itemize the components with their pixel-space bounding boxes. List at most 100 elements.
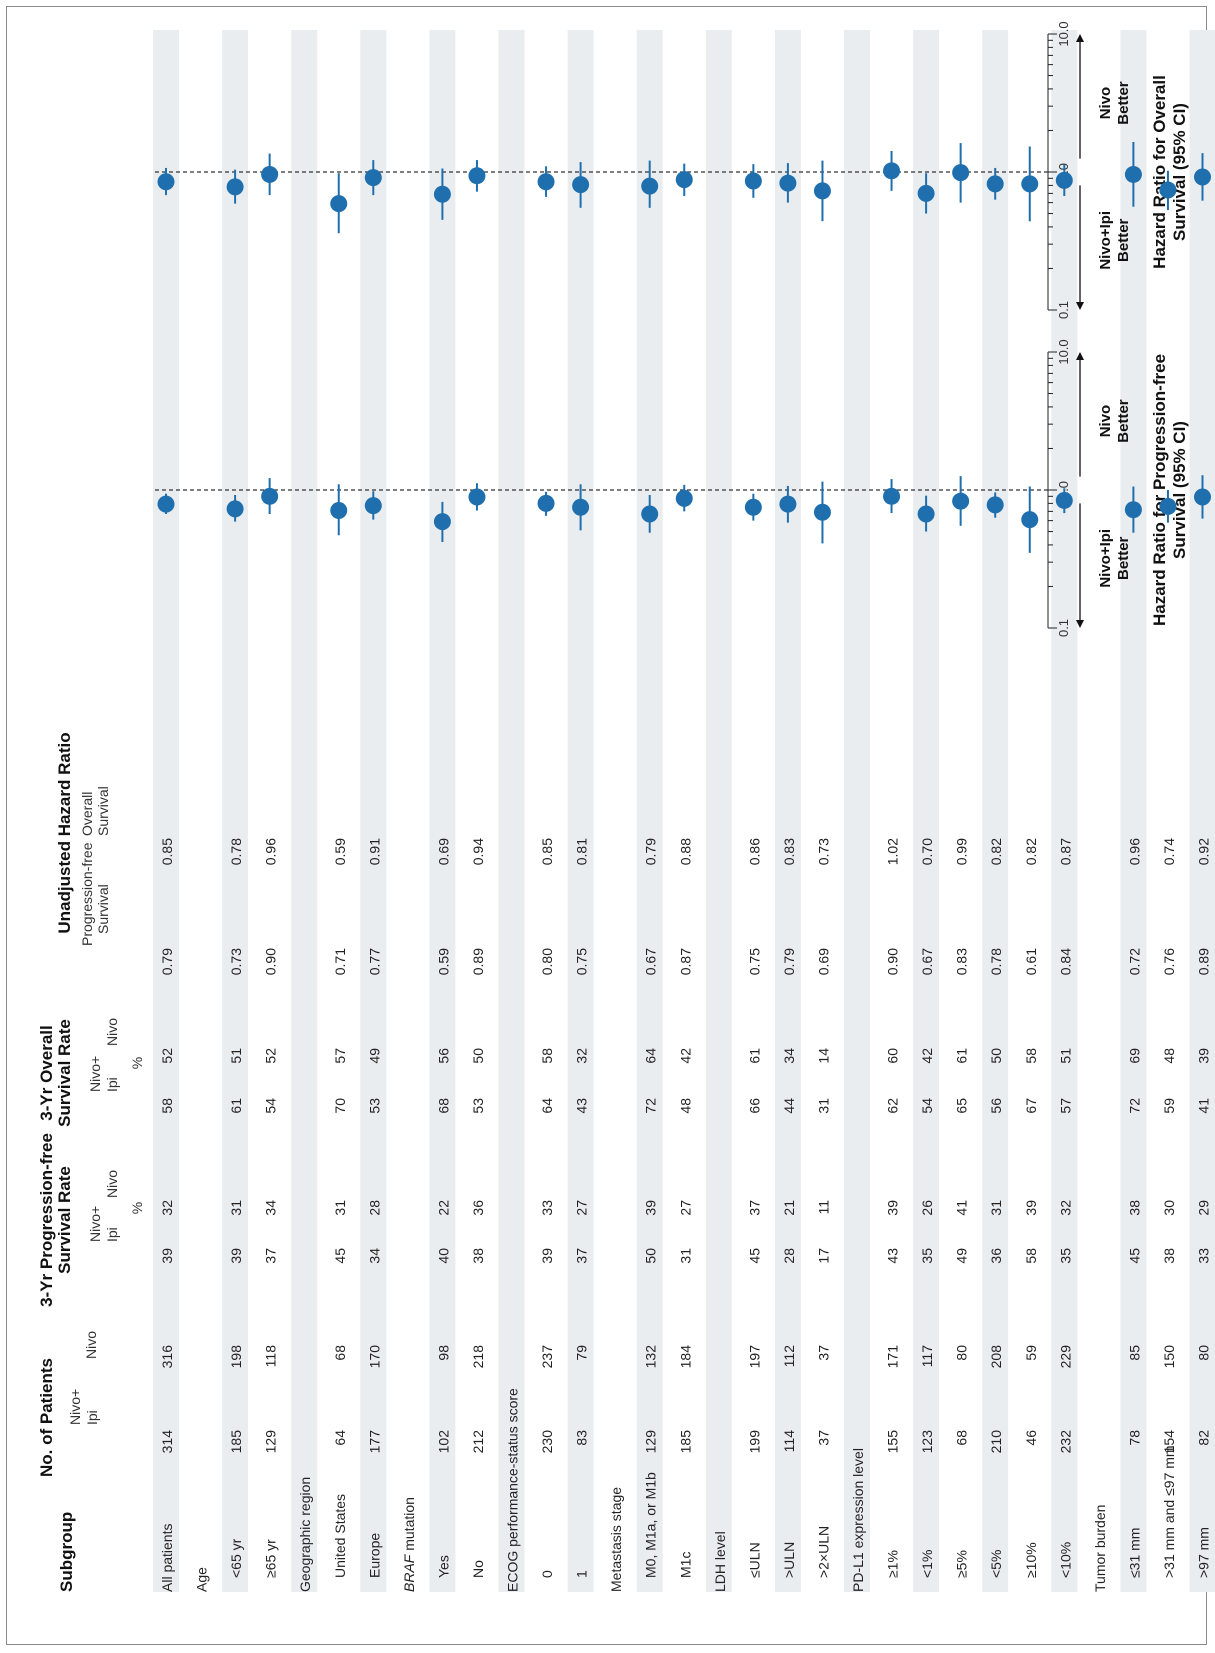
- subgroup-label: ≥10%: [1023, 1542, 1039, 1578]
- cell-hr-pfs: 0.75: [746, 948, 762, 975]
- os-tick-label: 0.1: [1056, 301, 1071, 319]
- os-hazard-point: [952, 164, 970, 182]
- cell-os-nivo-ipi: 41: [1196, 1098, 1212, 1114]
- cell-n-nivo-ipi: 37: [815, 1430, 831, 1446]
- cell-pfs-nivo: 37: [746, 1200, 762, 1216]
- cell-hr-pfs: 0.61: [1023, 948, 1039, 975]
- subgroup-label: >31 mm and ≤97 mm: [1161, 1445, 1177, 1578]
- pfs-hazard-point: [468, 488, 486, 506]
- cell-n-nivo-ipi: 82: [1196, 1430, 1212, 1446]
- cell-hr-pfs: 0.79: [781, 948, 797, 975]
- cell-n-nivo-ipi: 78: [1126, 1430, 1142, 1446]
- cell-hr-pfs: 0.83: [954, 948, 970, 975]
- cell-hr-pfs: 0.87: [677, 948, 693, 975]
- row-stripe: [844, 30, 870, 1592]
- hr-pfs-label: Survival: [95, 884, 111, 934]
- pfs-hazard-point: [1055, 491, 1073, 509]
- cell-pfs-nivo-ipi: 38: [1161, 1248, 1177, 1264]
- os-hazard-point: [468, 167, 486, 185]
- cell-n-nivo: 112: [781, 1345, 797, 1368]
- subgroup-label: ≤31 mm: [1126, 1528, 1142, 1578]
- cell-pfs-nivo: 30: [1161, 1200, 1177, 1216]
- subgroup-label: United States: [332, 1494, 348, 1578]
- cell-os-nivo-ipi: 72: [1126, 1098, 1142, 1114]
- cell-pfs-nivo: 39: [885, 1200, 901, 1216]
- cell-os-nivo: 34: [781, 1048, 797, 1064]
- cell-hr-pfs: 0.59: [435, 948, 451, 975]
- cell-pfs-nivo: 31: [988, 1200, 1004, 1216]
- cell-os-nivo: 52: [159, 1048, 175, 1064]
- os-rate-header: Survival Rate: [55, 1019, 74, 1127]
- subgroup-label: <1%: [919, 1550, 935, 1578]
- cell-os-nivo: 49: [366, 1048, 382, 1064]
- cell-os-nivo-ipi: 59: [1161, 1098, 1177, 1114]
- nivo-label: Nivo: [104, 1170, 120, 1198]
- subgroup-label: ≥65 yr: [263, 1539, 279, 1578]
- os-left-label: Better: [1115, 218, 1132, 262]
- os-hazard-point: [364, 169, 382, 187]
- os-right-label: Better: [1115, 81, 1132, 125]
- cell-os-nivo-ipi: 65: [954, 1098, 970, 1114]
- subgroup-label: M0, M1a, or M1b: [643, 1472, 659, 1578]
- cell-n-nivo-ipi: 185: [677, 1430, 693, 1454]
- cell-n-nivo-ipi: 46: [1023, 1430, 1039, 1446]
- nivo-ipi-label: Nivo+: [87, 1056, 103, 1092]
- cell-pfs-nivo-ipi: 34: [366, 1248, 382, 1264]
- os-hazard-point: [157, 173, 175, 191]
- os-hazard-point: [779, 174, 797, 192]
- cell-n-nivo-ipi: 114: [781, 1430, 797, 1453]
- pfs-right-label: Nivo: [1097, 405, 1114, 438]
- cell-n-nivo: 171: [885, 1345, 901, 1369]
- hr-pfs-label: Progression-free: [79, 842, 95, 946]
- row-stripe: [498, 30, 525, 1592]
- cell-os-nivo: 50: [470, 1048, 486, 1064]
- cell-hr-os: 0.79: [643, 838, 659, 865]
- subgroup-label: Age: [194, 1567, 210, 1592]
- pfs-hazard-point: [744, 498, 762, 516]
- cell-n-nivo: 80: [954, 1345, 970, 1361]
- pfs-hazard-point: [1124, 501, 1142, 519]
- pfs-hazard-point: [779, 495, 797, 513]
- cell-pfs-nivo-ipi: 28: [781, 1248, 797, 1264]
- pfs-hazard-point: [1021, 511, 1039, 529]
- cell-hr-pfs: 0.90: [885, 948, 901, 975]
- cell-pfs-nivo: 36: [470, 1200, 486, 1216]
- cell-n-nivo-ipi: 129: [643, 1430, 659, 1454]
- cell-os-nivo: 57: [332, 1048, 348, 1064]
- cell-hr-pfs: 0.79: [159, 948, 175, 975]
- cell-os-nivo: 51: [228, 1048, 244, 1064]
- nivo-ipi-label: Ipi: [104, 1077, 120, 1092]
- cell-hr-pfs: 0.90: [263, 948, 279, 975]
- cell-hr-os: 0.86: [746, 838, 762, 865]
- cell-n-nivo: 208: [988, 1345, 1004, 1369]
- cell-n-nivo-ipi: 314: [159, 1430, 175, 1454]
- cell-n-nivo: 118: [263, 1345, 279, 1368]
- os-hazard-point: [986, 175, 1004, 193]
- cell-hr-os: 0.81: [574, 838, 590, 865]
- row-stripe: [1120, 30, 1147, 1592]
- subgroup-label: Geographic region: [297, 1477, 313, 1592]
- cell-hr-os: 0.82: [988, 838, 1004, 865]
- cell-pfs-nivo: 11: [815, 1200, 831, 1215]
- pfs-hazard-point: [537, 494, 555, 512]
- pfs-tick-label: 0.1: [1056, 619, 1071, 637]
- cell-hr-os: 0.82: [1023, 838, 1039, 865]
- pfs-left-label: Nivo+Ipi: [1097, 529, 1114, 588]
- subgroup-label: Europe: [366, 1533, 382, 1578]
- cell-hr-pfs: 0.67: [643, 948, 659, 975]
- subgroup-label: <10%: [1057, 1542, 1073, 1578]
- cell-n-nivo: 316: [159, 1345, 175, 1369]
- cell-hr-os: 0.73: [815, 838, 831, 865]
- row-stripe: [982, 30, 1009, 1592]
- cell-hr-os: 0.83: [781, 838, 797, 865]
- cell-hr-pfs: 0.89: [1196, 948, 1212, 975]
- cell-hr-pfs: 0.89: [470, 948, 486, 975]
- cell-os-nivo: 32: [574, 1048, 590, 1064]
- subgroup-label: <5%: [988, 1550, 1004, 1578]
- cell-n-nivo: 68: [332, 1345, 348, 1361]
- cell-n-nivo-ipi: 177: [366, 1430, 382, 1454]
- cell-os-nivo: 69: [1126, 1048, 1142, 1064]
- cell-n-nivo-ipi: 129: [263, 1430, 279, 1454]
